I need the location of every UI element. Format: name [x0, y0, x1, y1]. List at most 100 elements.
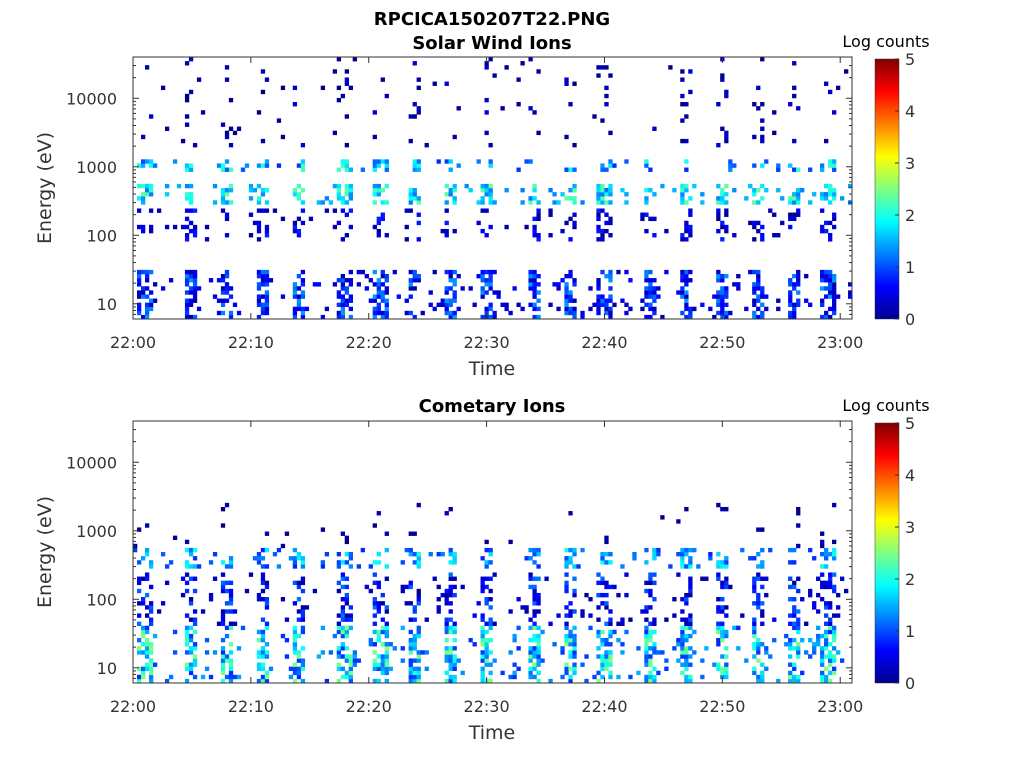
heatmap-cell	[448, 552, 453, 557]
heatmap-cell	[652, 666, 657, 672]
heatmap-cell	[184, 208, 190, 213]
heatmap-cell	[468, 188, 473, 193]
heatmap-cell	[144, 294, 150, 299]
heatmap-cell	[488, 192, 493, 197]
heatmap-cell	[212, 576, 218, 581]
heatmap-cell	[724, 286, 729, 291]
heatmap-cell	[720, 302, 725, 308]
heatmap-cell	[532, 224, 537, 230]
heatmap-cell	[788, 576, 793, 581]
heatmap-cell	[348, 188, 353, 193]
heatmap-cell	[300, 556, 306, 561]
heatmap-cell	[204, 237, 210, 242]
heatmap-cell	[436, 609, 441, 614]
heatmap-cell	[348, 654, 353, 659]
heatmap-cell	[652, 216, 657, 222]
heatmap-cell	[532, 233, 537, 238]
heatmap-cell	[564, 220, 569, 226]
heatmap-cell	[416, 666, 421, 672]
heatmap-cell	[808, 637, 813, 643]
heatmap-cell	[168, 560, 174, 565]
heatmap-cell	[756, 306, 761, 312]
heatmap-cell	[228, 650, 234, 655]
heatmap-cell	[648, 674, 653, 680]
heatmap-cell	[604, 212, 609, 217]
heatmap-cell	[512, 662, 517, 667]
heatmap-cell	[760, 642, 765, 647]
heatmap-cell	[400, 560, 405, 565]
heatmap-cell	[528, 556, 533, 561]
heatmap-cell	[228, 294, 234, 299]
heatmap-cell	[688, 69, 693, 74]
heatmap-cell	[416, 601, 421, 606]
heatmap-cell	[484, 278, 489, 283]
heatmap-cell	[440, 552, 445, 557]
heatmap-cell	[528, 269, 533, 275]
heatmap-cell	[824, 138, 829, 144]
heatmap-cell	[760, 527, 765, 532]
heatmap-cell	[376, 282, 381, 287]
heatmap-cell	[676, 552, 681, 557]
heatmap-cell	[656, 650, 661, 655]
heatmap-cell	[684, 637, 689, 643]
heatmap-cell	[480, 556, 485, 561]
heatmap-cell	[572, 650, 577, 655]
heatmap-cell	[644, 633, 649, 639]
heatmap-cell	[512, 637, 517, 643]
heatmap-cell	[264, 531, 270, 536]
heatmap-cell	[276, 118, 282, 123]
heatmap-cell	[344, 535, 349, 541]
heatmap-cell	[416, 106, 421, 111]
heatmap-cell	[644, 269, 649, 275]
heatmap-cell	[772, 212, 777, 217]
heatmap-cell	[336, 580, 342, 586]
heatmap-cell	[380, 592, 385, 598]
heatmap-cell	[652, 617, 657, 622]
heatmap-cell	[684, 646, 689, 651]
heatmap-cell	[832, 212, 837, 217]
heatmap-cell	[532, 196, 537, 201]
heatmap-cell	[296, 183, 302, 189]
heatmap-cell	[732, 163, 737, 168]
heatmap-cell	[840, 196, 845, 201]
heatmap-cell	[788, 670, 793, 676]
heatmap-cell	[192, 621, 198, 626]
heatmap-cell	[796, 208, 801, 213]
heatmap-cell	[372, 134, 377, 140]
heatmap-cell	[220, 298, 226, 303]
heatmap-cell	[340, 310, 345, 316]
heatmap-cell	[716, 642, 721, 647]
heatmap-cell	[756, 605, 761, 610]
heatmap-cell	[724, 564, 729, 569]
heatmap-cell	[648, 306, 653, 312]
heatmap-cell	[676, 290, 681, 295]
heatmap-cell	[480, 588, 485, 594]
heatmap-cell	[648, 658, 653, 663]
heatmap-cell	[676, 637, 681, 643]
heatmap-cell	[728, 310, 733, 316]
heatmap-cell	[752, 282, 757, 287]
heatmap-cell	[188, 625, 194, 631]
heatmap-cell	[528, 547, 533, 553]
heatmap-cell	[380, 294, 385, 299]
x-tick-label: 22:50	[699, 333, 745, 352]
heatmap-cell	[336, 564, 342, 569]
heatmap-cell	[568, 666, 573, 672]
heatmap-cell	[648, 654, 653, 659]
heatmap-cell	[760, 183, 765, 189]
heatmap-cell	[300, 617, 306, 622]
heatmap-cell	[372, 621, 377, 626]
heatmap-cell	[448, 506, 453, 512]
heatmap-cell	[224, 200, 230, 205]
heatmap-cell	[376, 601, 381, 606]
heatmap-cell	[532, 601, 537, 606]
heatmap-cell	[596, 188, 601, 193]
heatmap-cell	[504, 65, 509, 70]
heatmap-cell	[564, 547, 569, 553]
heatmap-cell	[136, 560, 142, 565]
heatmap-cell	[140, 674, 146, 680]
heatmap-cell	[336, 220, 342, 226]
heatmap-cell	[376, 654, 381, 659]
heatmap-cell	[140, 228, 146, 234]
